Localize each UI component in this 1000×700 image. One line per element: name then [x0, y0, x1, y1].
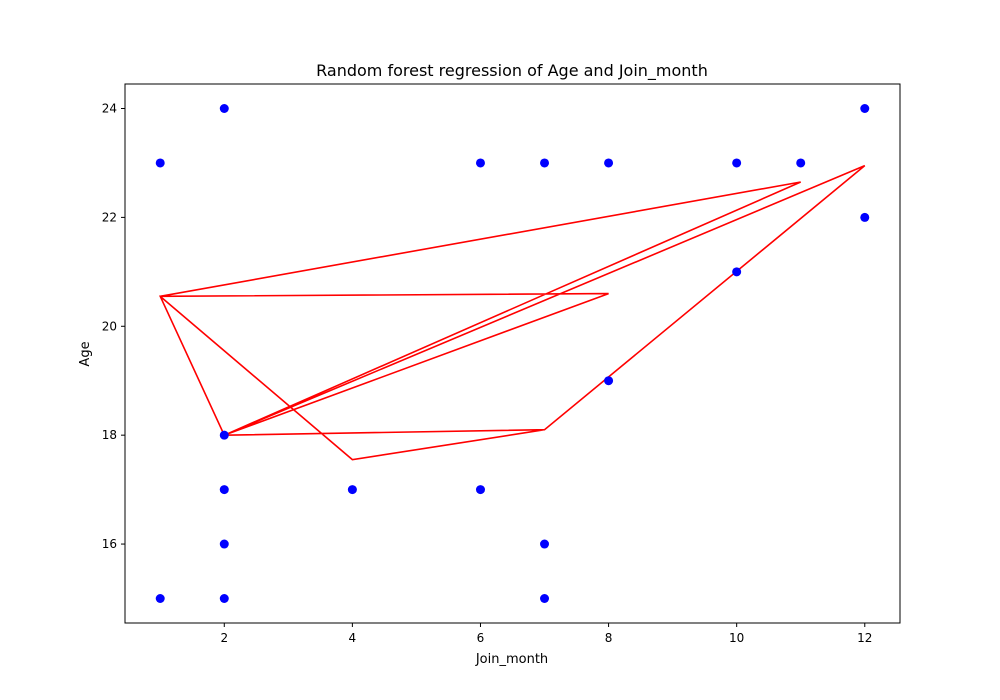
axes-frame	[124, 83, 901, 624]
data-point	[475, 158, 485, 168]
data-point	[604, 158, 614, 168]
y-tick-label: 24	[102, 102, 117, 116]
data-point	[219, 539, 229, 549]
plot-area	[155, 104, 870, 603]
data-point	[219, 104, 229, 113]
y-tick-label: 18	[102, 428, 117, 442]
prediction-line	[158, 164, 866, 461]
y-tick-label: 20	[102, 319, 117, 333]
data-point	[347, 485, 357, 495]
data-point	[860, 212, 870, 222]
x-tick-label: 2	[220, 631, 228, 645]
data-point	[540, 594, 550, 603]
data-point	[219, 594, 229, 603]
data-point	[796, 158, 806, 168]
x-tick-label: 12	[857, 631, 872, 645]
data-point	[604, 376, 614, 386]
data-point	[540, 158, 550, 168]
x-tick-label: 6	[477, 631, 485, 645]
data-point	[475, 485, 485, 495]
data-point	[219, 485, 229, 495]
data-point	[732, 267, 742, 277]
y-tick-label: 16	[102, 537, 117, 551]
x-axis-label: Join_month	[475, 652, 548, 667]
x-tick-label: 8	[605, 631, 613, 645]
data-point	[155, 594, 165, 603]
data-point	[155, 158, 165, 168]
y-axis-label: Age	[78, 341, 93, 366]
data-point	[219, 430, 229, 440]
data-point	[860, 104, 870, 113]
data-point	[540, 539, 550, 549]
x-tick-label: 10	[729, 631, 744, 645]
chart-title: Random forest regression of Age and Join…	[316, 61, 708, 81]
y-tick-label: 22	[102, 210, 117, 224]
x-tick-label: 4	[349, 631, 357, 645]
data-point	[732, 158, 742, 168]
